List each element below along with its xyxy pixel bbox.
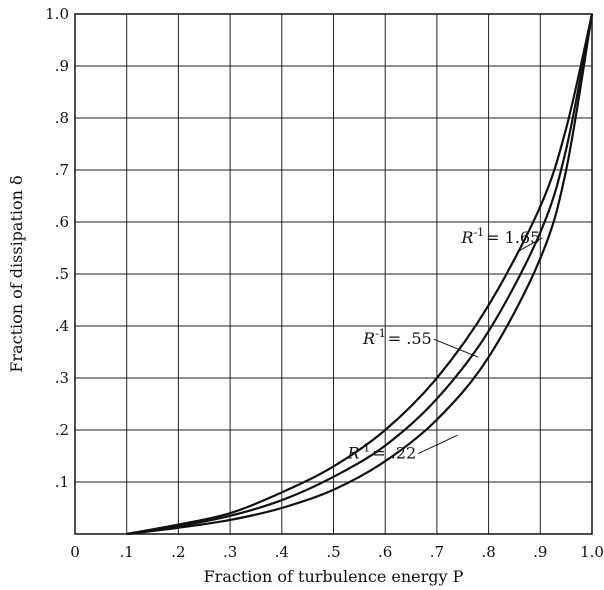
y-tick-label: .3 [55, 369, 69, 387]
annotation-leader-1 [433, 338, 479, 358]
x-tick-label: .3 [223, 543, 237, 561]
series-layer [126, 13, 594, 536]
x-axis-title: Fraction of turbulence energy P [204, 567, 464, 586]
tick-labels: 0 .1 .2 .3 .4 .5 .6 .7 .8 .9 1.0 .1 .2 .3 .4 .5 .6 .7 .8 .9… [45, 5, 604, 561]
series-line-1 [126, 13, 594, 536]
y-tick-label: .8 [55, 109, 69, 127]
y-axis-title: Fraction of dissipation δ [7, 175, 26, 372]
x-tick-label: .8 [481, 543, 495, 561]
x-tick-label: .7 [430, 543, 444, 561]
y-tick-label: .4 [55, 317, 69, 335]
annotation-label-2: R-1 = .22 [347, 442, 417, 463]
x-tick-label: 1.0 [580, 543, 604, 561]
x-tick-label: .1 [120, 543, 134, 561]
annotation-leader-0 [519, 237, 543, 252]
grid [75, 14, 592, 534]
y-tick-label: .9 [55, 57, 69, 75]
y-tick-label: .5 [55, 265, 69, 283]
x-tick-label: .4 [275, 543, 289, 561]
x-tick-label: .5 [326, 543, 340, 561]
plot-frame [74, 13, 593, 535]
annotations: R-1 = 1.65 R-1 = .55 R-1 = .22 [347, 226, 543, 463]
y-tick-label: .1 [55, 473, 69, 491]
series-line-2 [126, 13, 594, 536]
x-tick-label: .2 [171, 543, 185, 561]
y-tick-label: .6 [55, 213, 69, 231]
y-tick-label: .2 [55, 421, 69, 439]
series-line-0 [126, 13, 594, 536]
x-tick-label: .9 [533, 543, 547, 561]
y-tick-label: .7 [55, 161, 69, 179]
x-tick-label: .6 [378, 543, 392, 561]
x-tick-label: 0 [70, 543, 80, 561]
y-tick-label: 1.0 [45, 5, 69, 23]
annotation-label-0: R-1 = 1.65 [460, 226, 540, 247]
annotation-label-1: R-1 = .55 [362, 327, 432, 348]
annotation-leader-2 [418, 434, 458, 455]
